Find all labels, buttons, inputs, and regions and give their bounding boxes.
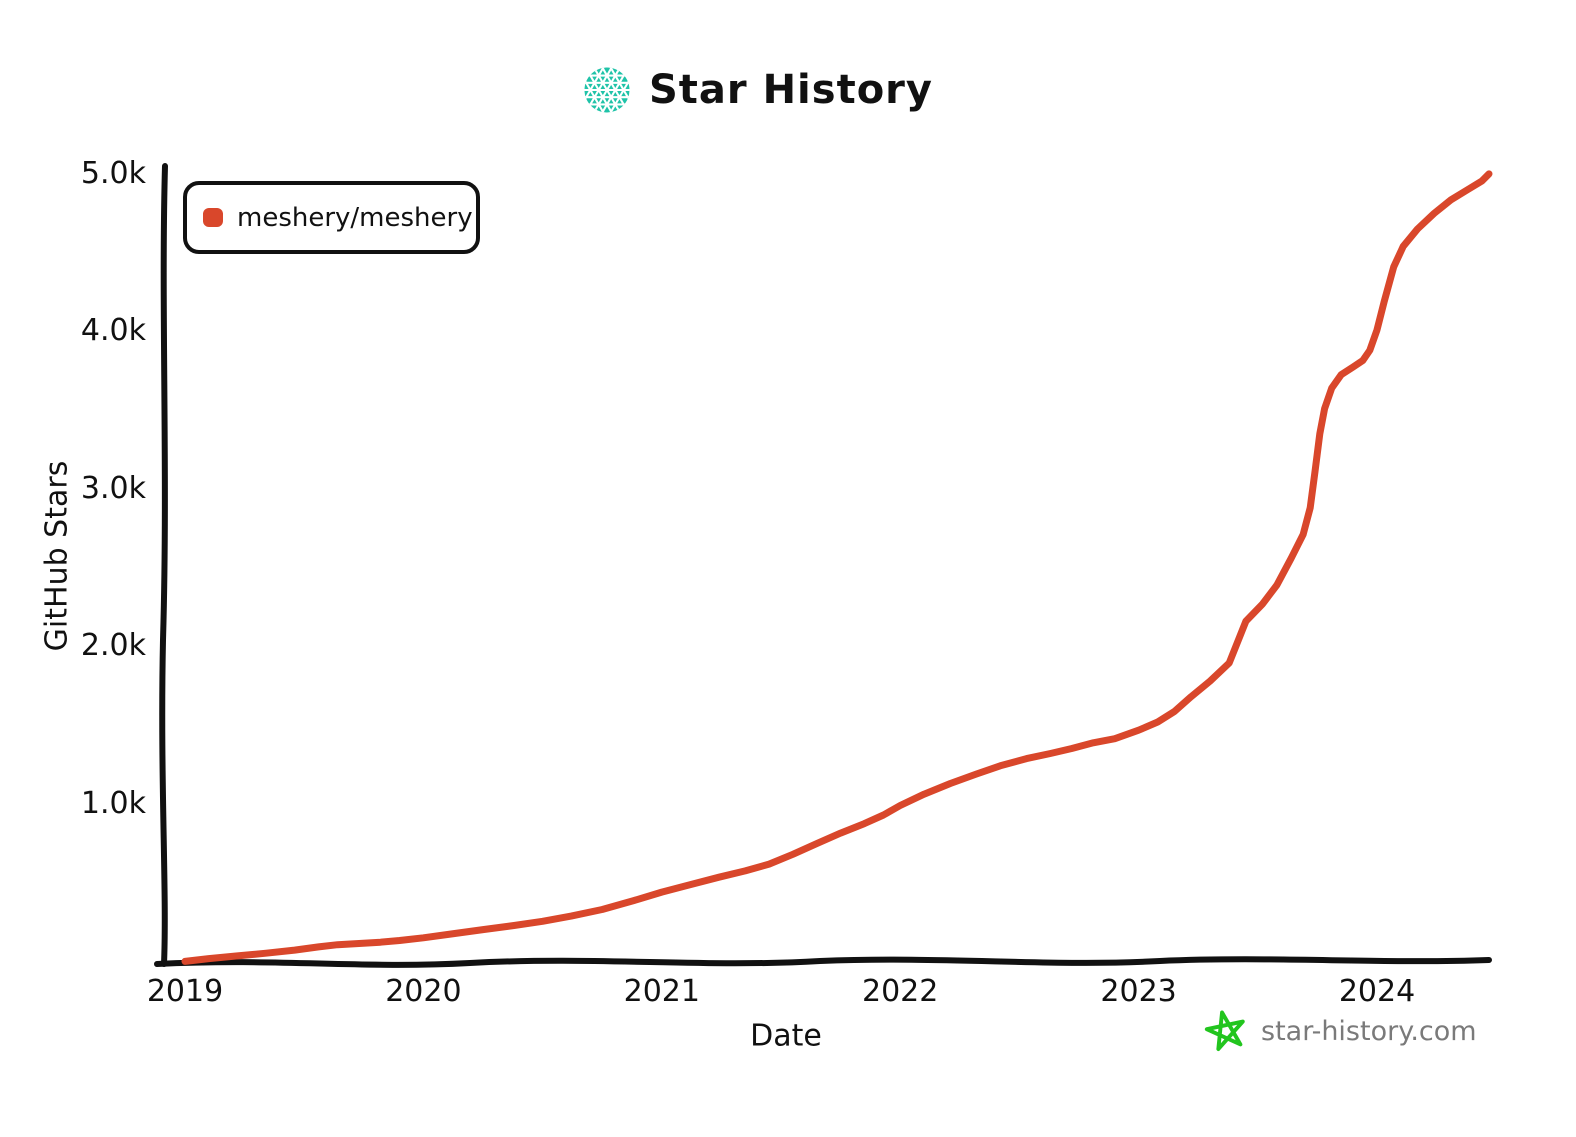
legend-swatch <box>203 208 223 227</box>
header: Star History <box>0 66 1546 114</box>
legend[interactable]: meshery/meshery <box>183 181 480 254</box>
y-axis-title: GitHub Stars <box>39 460 75 652</box>
series-line-meshery[interactable] <box>181 170 1493 965</box>
x-axis-line <box>154 956 1492 968</box>
y-axis-line <box>159 163 168 967</box>
x-axis-title: Date <box>750 1018 822 1054</box>
green-star-icon <box>1203 1008 1249 1054</box>
page-title: Star History <box>649 67 933 113</box>
legend-item-label: meshery/meshery <box>237 202 473 233</box>
footer-watermark: star-history.com <box>1203 1008 1477 1054</box>
site-label: star-history.com <box>1261 1015 1477 1047</box>
star-history-logo-icon <box>583 66 631 114</box>
